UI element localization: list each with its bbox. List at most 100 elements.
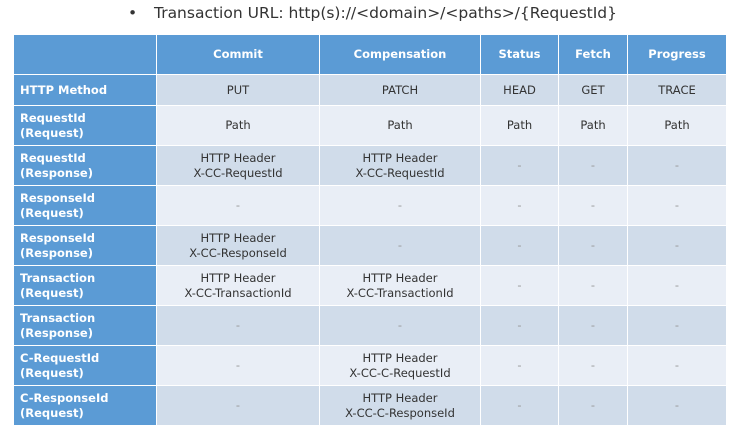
cell-line: - [674,358,680,372]
table-cell: - [480,385,559,426]
cell-line: HTTP Header [200,270,276,285]
table-cell: - [480,305,559,346]
table-cell: - [480,225,559,266]
table-cell: - [558,265,628,306]
table-row: HTTP Method PUT PATCH HEAD GET TRACE [13,74,727,106]
table-cell: Path [558,105,628,146]
row-header-line: (Request) [20,125,84,140]
column-header: Progress [627,34,727,75]
cell-line: Path [387,118,413,132]
row-header-line: (Response) [20,245,93,260]
cell-line: - [517,278,522,292]
cell-line: X-CC-RequestId [355,165,445,180]
row-header-line: ResponseId [20,190,95,205]
table-cell: - [558,225,628,266]
column-header: Compensation [319,34,481,75]
table-cell: HTTP Header X-CC-RequestId [156,145,320,186]
cell-line: Path [664,118,690,132]
table-cell: - [627,385,727,426]
cell-line: - [590,318,596,332]
cell-line: PUT [226,82,250,97]
table-cell: - [480,265,559,306]
table-cell: - [319,185,481,226]
cell-line: - [590,238,596,252]
table-cell: PATCH [319,74,481,106]
row-header-line: (Response) [20,165,93,180]
table-cell: HTTP Header X-CC-RequestId [319,145,481,186]
cell-line: HEAD [503,82,536,97]
row-header-line: C-RequestId [20,350,100,365]
row-header-line: (Request) [20,405,84,420]
table-row: Transaction (Response) - - - - - [13,305,727,346]
cell-line: - [674,198,680,212]
cell-line: - [517,158,522,172]
row-header-line: ResponseId [20,230,95,245]
cell-line: X-CC-C-RequestId [349,365,451,380]
cell-line: - [235,358,241,372]
row-header: RequestId (Request) [13,105,157,146]
row-header-line: (Request) [20,285,84,300]
row-header-line: (Request) [20,365,84,380]
cell-line: X-CC-ResponseId [189,245,287,260]
cell-line: Path [580,118,606,132]
row-header: C-ResponseId (Request) [13,385,157,426]
slide-title: • Transaction URL: http(s)://<domain>/<pa… [128,4,617,22]
cell-line: - [397,238,403,252]
cell-line: HTTP Header [362,350,438,365]
cell-line: - [590,398,596,412]
bullet: • [128,4,138,22]
cell-line: - [674,318,680,332]
table-cell: - [558,385,628,426]
column-header: Fetch [558,34,628,75]
table-cell: HTTP Header X-CC-C-ResponseId [319,385,481,426]
table-cell: - [627,185,727,226]
cell-line: - [397,198,403,212]
cell-line: - [517,198,522,212]
cell-line: HTTP Header [200,230,276,245]
cell-line: - [590,278,596,292]
row-header: Transaction (Response) [13,305,157,346]
cell-line: - [397,318,403,332]
title-text: Transaction URL: http(s)://<domain>/<pat… [154,4,618,22]
row-header-line: Transaction [20,270,96,285]
table-row: ResponseId (Response) HTTP Header X-CC-Resp… [13,225,727,266]
table-cell: - [156,185,320,226]
row-header: ResponseId (Response) [13,225,157,266]
cell-line: - [517,238,522,252]
table-row: C-ResponseId (Request) - HTTP Header X-CC-C-… [13,385,727,426]
table-cell: - [627,225,727,266]
cell-line: - [674,238,680,252]
http-mapping-table: Commit Compensation Status Fetch Progress HT… [13,34,727,426]
cell-line: HTTP Header [200,150,276,165]
cell-line: - [590,358,596,372]
header-row: Commit Compensation Status Fetch Progress [13,34,727,75]
cell-line: X-CC-RequestId [193,165,283,180]
table-cell: Path [480,105,559,146]
cell-line: - [674,158,680,172]
table-cell: - [627,305,727,346]
table-cell: - [627,345,727,386]
table-cell: Path [627,105,727,146]
cell-line: - [235,318,241,332]
cell-line: HTTP Header [362,390,438,405]
table-row: Transaction (Request) HTTP Header X-CC-Tran… [13,265,727,306]
row-header-line: RequestId [20,150,86,165]
cell-line: - [517,358,522,372]
table-cell: - [319,225,481,266]
row-header-line: (Response) [20,325,93,340]
table-cell: Path [319,105,481,146]
row-header-line: HTTP Method [20,82,108,97]
table-cell: - [480,185,559,226]
table-cell: - [558,185,628,226]
row-header-line: RequestId [20,110,86,125]
table-cell: Path [156,105,320,146]
table-cell: - [558,145,628,186]
cell-line: X-CC-C-ResponseId [345,405,455,420]
table-cell: - [627,265,727,306]
cell-line: Path [506,118,533,132]
table-cell: HTTP Header X-CC-TransactionId [319,265,481,306]
table-cell: TRACE [627,74,727,106]
cell-line: PATCH [381,82,419,97]
table-row: RequestId (Request) Path Path Path Path Path [13,105,727,146]
table-cell: PUT [156,74,320,106]
